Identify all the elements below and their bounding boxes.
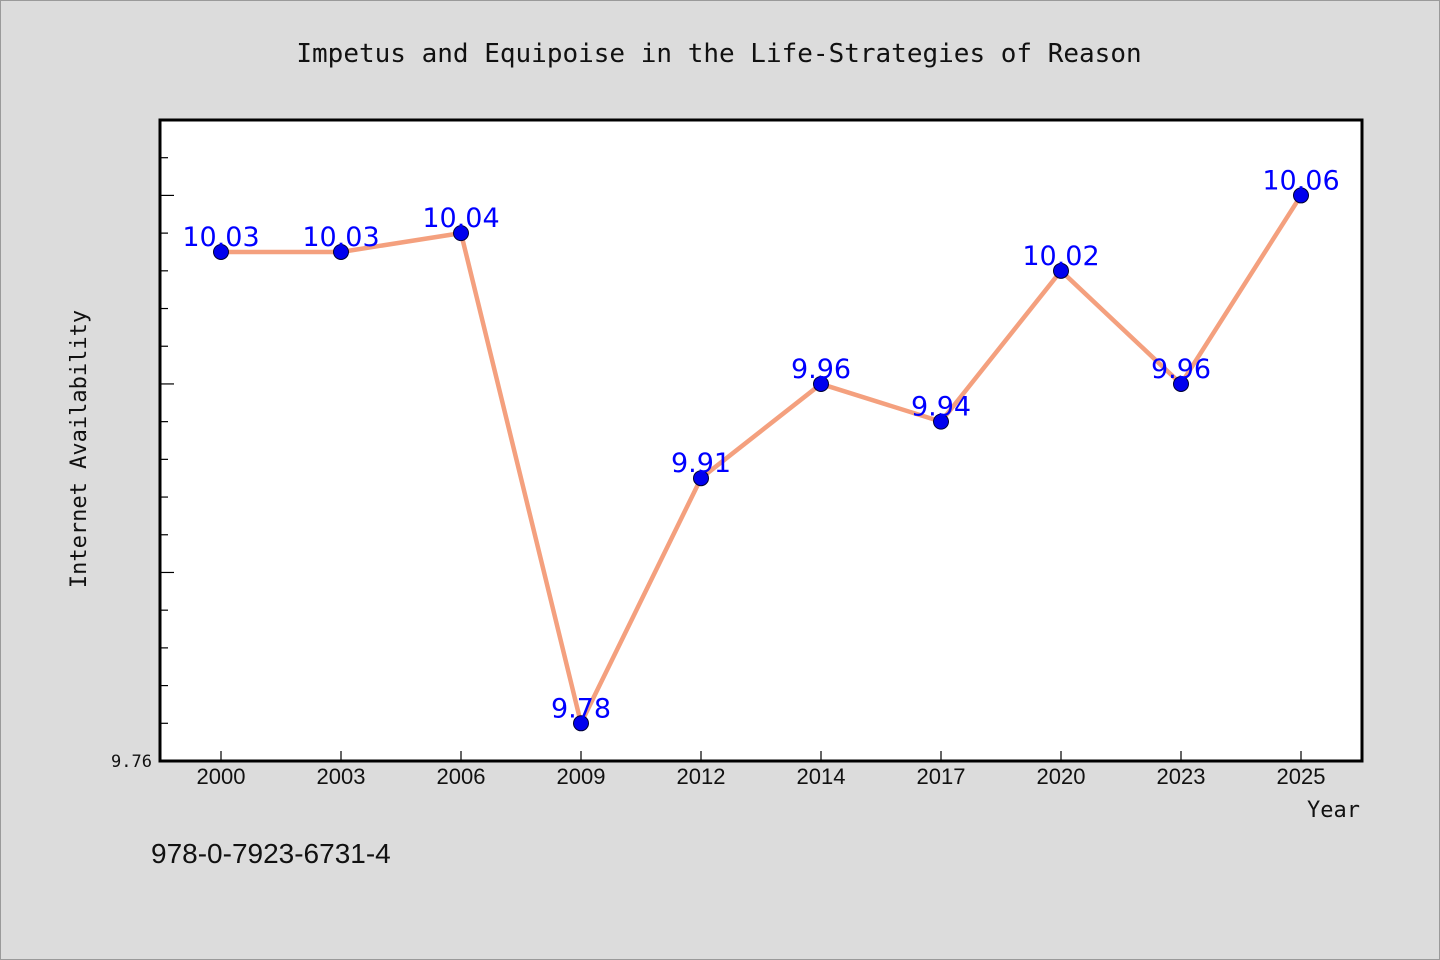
x-tick-label: 2006	[437, 764, 486, 789]
data-label: 9.91	[671, 448, 731, 479]
data-markers	[213, 187, 1309, 732]
data-label: 9.96	[791, 354, 851, 385]
y-tick-labels: 9.76	[111, 752, 152, 772]
data-point	[1293, 187, 1309, 204]
data-label: 10.02	[1022, 241, 1099, 272]
data-point	[453, 225, 469, 242]
data-point	[693, 470, 709, 487]
x-tick-label: 2000	[197, 764, 246, 789]
x-tick-label: 2017	[917, 764, 966, 789]
data-point	[1173, 375, 1189, 392]
x-tick-label: 2020	[1037, 764, 1086, 789]
x-tick-label: 2003	[317, 764, 366, 789]
data-label: 10.06	[1262, 165, 1339, 196]
isbn-text: 978-0-7923-6731-4	[151, 838, 391, 869]
data-point	[213, 243, 229, 260]
x-tick-label: 2014	[797, 764, 846, 789]
x-tick-labels: 2000 2003 2006 2009 2012 2014 2017 2020 2023 2025	[197, 764, 1326, 789]
y-tick-label: 9.76	[111, 752, 152, 772]
data-label: 10.03	[182, 222, 259, 253]
series-line	[221, 194, 1303, 726]
x-tick-label: 2009	[557, 764, 606, 789]
x-tick-label: 2012	[677, 764, 726, 789]
data-point	[813, 375, 829, 392]
y-minor-ticks	[160, 119, 174, 762]
x-axis-ticks	[220, 751, 1302, 761]
data-labels: 10.03 10.03 10.04 9.78 9.91 9.96 9.94 10.02 9.96…	[182, 165, 1339, 724]
data-label: 10.03	[302, 222, 379, 253]
data-point	[573, 715, 589, 732]
data-label: 9.96	[1151, 354, 1211, 385]
x-tick-label: 2025	[1277, 764, 1326, 789]
x-tick-label: 2023	[1157, 764, 1206, 789]
chart-title: Impetus and Equipoise in the Life-Strate…	[296, 39, 1141, 69]
data-point	[1053, 262, 1069, 279]
y-axis-label: Internet Availability	[67, 310, 92, 588]
data-point	[933, 413, 949, 430]
plot-area	[158, 118, 1364, 763]
data-label: 9.78	[551, 693, 611, 724]
data-point	[333, 243, 349, 260]
data-label: 9.94	[911, 392, 971, 423]
x-axis-label: Year	[1307, 798, 1360, 823]
data-label: 10.04	[422, 203, 499, 234]
